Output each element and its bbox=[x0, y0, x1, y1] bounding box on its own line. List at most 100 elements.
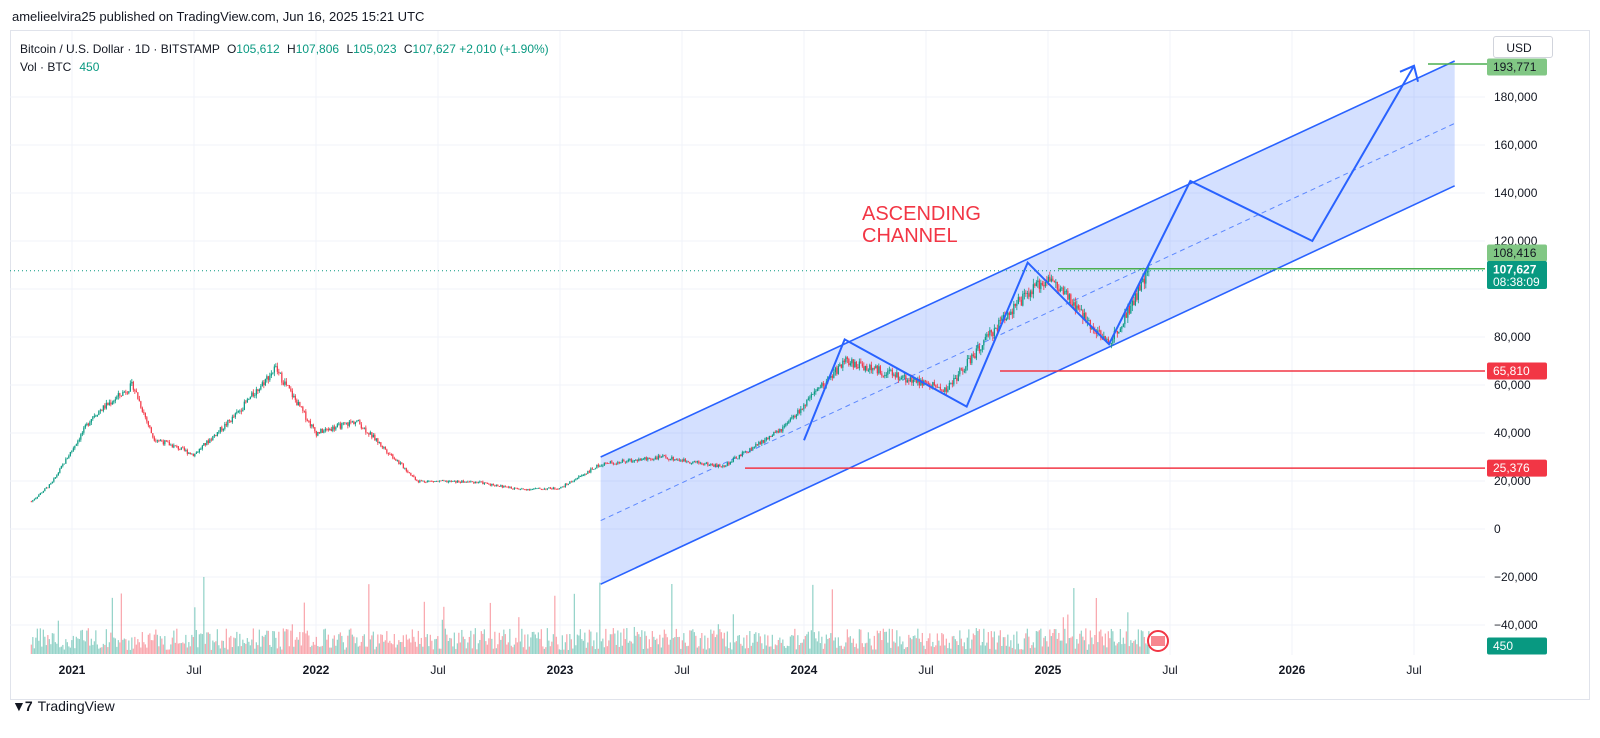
candle-body bbox=[633, 460, 635, 462]
candle-body bbox=[1023, 292, 1025, 294]
chart-legend: Bitcoin / U.S. Dollar · 1D · BITSTAMP O1… bbox=[20, 40, 549, 76]
volume-bar bbox=[428, 646, 430, 654]
candle-body bbox=[71, 450, 73, 453]
candle-body bbox=[407, 471, 409, 473]
volume-bar bbox=[482, 633, 484, 654]
volume-bar bbox=[108, 642, 110, 654]
volume-bar bbox=[812, 584, 814, 654]
candle-body bbox=[170, 444, 172, 446]
candle-body bbox=[486, 482, 488, 484]
volume-bar bbox=[1050, 636, 1052, 654]
candle-body bbox=[161, 440, 163, 442]
candle-body bbox=[563, 486, 565, 488]
volume-bar bbox=[477, 643, 479, 654]
volume-bar bbox=[1101, 636, 1103, 654]
volume-bar bbox=[410, 642, 412, 654]
candle-body bbox=[116, 396, 118, 400]
candle-body bbox=[615, 463, 617, 465]
volume-bar bbox=[404, 646, 406, 654]
volume-bar bbox=[420, 637, 422, 654]
volume-bar bbox=[611, 634, 613, 654]
price-badge-support bbox=[1487, 459, 1547, 477]
volume-bar bbox=[1064, 628, 1066, 654]
candle-body bbox=[396, 460, 398, 462]
volume-bar bbox=[42, 629, 44, 654]
candle-body bbox=[1107, 338, 1109, 343]
candle-body bbox=[686, 461, 688, 463]
legend-volume-row: Vol · BTC 450 bbox=[20, 58, 549, 76]
volume-bar bbox=[693, 632, 695, 654]
volume-bar bbox=[650, 647, 652, 654]
volume-bar bbox=[789, 636, 791, 654]
candle-body bbox=[201, 445, 203, 449]
candle-body bbox=[1100, 330, 1102, 338]
candle-body bbox=[911, 377, 913, 383]
volume-label: Vol · BTC bbox=[20, 60, 72, 74]
footer-brand[interactable]: ▼7 TradingView bbox=[12, 696, 115, 716]
candle-body bbox=[594, 468, 596, 470]
candle-body bbox=[744, 451, 746, 453]
candle-body bbox=[144, 413, 146, 418]
volume-bar bbox=[675, 628, 677, 654]
currency-button[interactable]: USD bbox=[1493, 36, 1553, 58]
volume-bar bbox=[141, 632, 143, 654]
volume-bar bbox=[503, 629, 505, 654]
volume-bar bbox=[791, 634, 793, 654]
candle-body bbox=[569, 481, 571, 484]
candle-body bbox=[545, 488, 547, 490]
volume-bar bbox=[632, 643, 634, 654]
candle-body bbox=[975, 348, 977, 359]
candle-body bbox=[977, 345, 979, 349]
candle-body bbox=[507, 486, 509, 488]
volume-bar bbox=[666, 637, 668, 654]
volume-bar bbox=[179, 643, 181, 654]
candle-body bbox=[932, 382, 934, 389]
candle-body bbox=[66, 458, 68, 460]
volume-bar bbox=[653, 636, 655, 654]
volume-bar bbox=[473, 634, 475, 654]
candle-body bbox=[878, 366, 880, 374]
candle-body bbox=[428, 480, 430, 482]
volume-bar bbox=[782, 639, 784, 654]
volume-bar bbox=[275, 637, 277, 654]
candle-body bbox=[1068, 294, 1070, 300]
volume-bar bbox=[1143, 636, 1145, 654]
x-tick-label: Jul bbox=[674, 663, 689, 677]
volume-bar bbox=[105, 629, 107, 654]
candle-body bbox=[87, 423, 89, 426]
volume-bar bbox=[971, 639, 973, 654]
candle-body bbox=[386, 449, 388, 453]
volume-bar bbox=[492, 648, 494, 654]
volume-bar bbox=[180, 643, 182, 654]
volume-bar bbox=[297, 639, 299, 654]
volume-bar bbox=[840, 645, 842, 654]
volume-bar bbox=[576, 634, 578, 654]
volume-bar bbox=[248, 641, 250, 654]
volume-bar bbox=[734, 642, 736, 654]
volume-bar bbox=[122, 639, 124, 654]
volume-bar bbox=[797, 635, 799, 654]
volume-bar bbox=[552, 634, 554, 654]
candle-body bbox=[353, 421, 355, 425]
volume-bar bbox=[981, 641, 983, 654]
candle-body bbox=[393, 458, 395, 460]
volume-bar bbox=[351, 634, 353, 654]
candle-body bbox=[152, 433, 154, 438]
candle-body bbox=[1112, 339, 1114, 344]
volume-bar bbox=[776, 645, 778, 654]
candle-body bbox=[273, 366, 275, 373]
candle-body bbox=[105, 402, 107, 409]
candle-body bbox=[378, 442, 380, 443]
candle-body bbox=[456, 480, 458, 483]
volume-bar bbox=[917, 628, 919, 654]
candle-body bbox=[816, 388, 818, 392]
candle-body bbox=[153, 437, 155, 441]
volume-bar bbox=[405, 634, 407, 654]
candle-body bbox=[237, 411, 239, 412]
candle-body bbox=[261, 382, 263, 386]
volume-bar bbox=[1016, 631, 1018, 654]
volume-bar bbox=[930, 646, 932, 654]
volume-bar bbox=[240, 646, 242, 654]
candle-body bbox=[275, 366, 277, 368]
